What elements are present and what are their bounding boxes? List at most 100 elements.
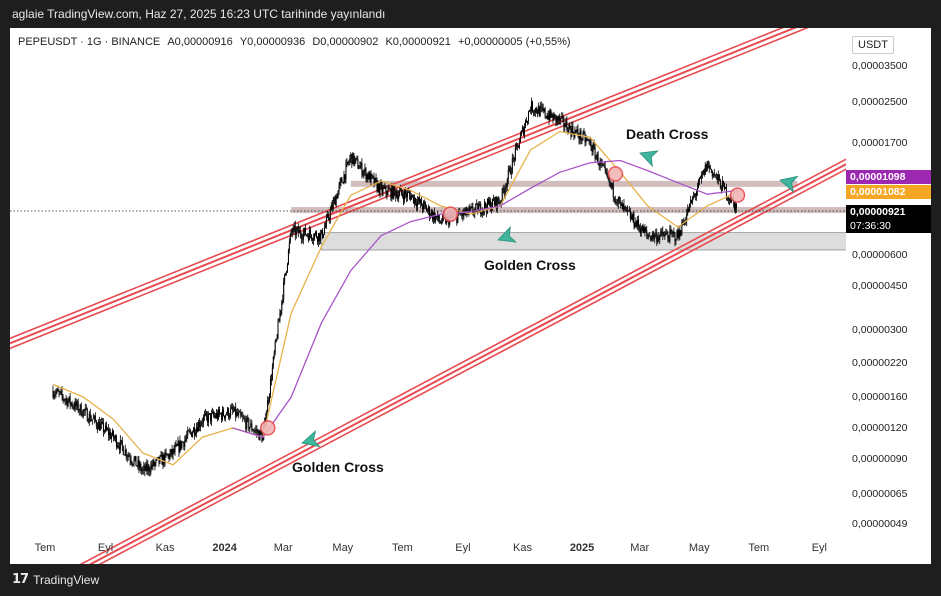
candle-body bbox=[638, 226, 640, 229]
candle-body bbox=[165, 452, 167, 454]
candle-body bbox=[599, 160, 601, 166]
golden-cross-1-marker[interactable] bbox=[260, 420, 276, 436]
candle-body bbox=[545, 116, 547, 118]
candle-body bbox=[204, 412, 206, 415]
candle-body bbox=[229, 416, 231, 418]
legend-close: K0,00000921 bbox=[385, 36, 451, 48]
golden-cross-2-arrow[interactable] bbox=[495, 225, 517, 248]
candle-body bbox=[288, 242, 290, 250]
upper-channel-line-2[interactable] bbox=[10, 28, 846, 351]
candle-body bbox=[659, 235, 661, 240]
candle-body bbox=[213, 415, 215, 417]
candle-body bbox=[252, 430, 254, 432]
candle-body bbox=[262, 435, 264, 442]
candle-body bbox=[697, 180, 699, 189]
current-cross-marker[interactable] bbox=[729, 187, 746, 203]
time-label: May bbox=[689, 542, 710, 554]
candle-body bbox=[527, 111, 529, 121]
candle-body bbox=[594, 147, 596, 160]
candle-body bbox=[350, 154, 352, 159]
candle-body bbox=[96, 426, 98, 430]
upper-channel-line-1[interactable] bbox=[10, 28, 846, 346]
tradingview-brand[interactable]: 17 TradingView bbox=[12, 572, 99, 587]
unit-selector[interactable]: USDT bbox=[852, 36, 894, 54]
candle-body bbox=[410, 195, 412, 200]
candle-body bbox=[331, 204, 333, 209]
time-label: 2024 bbox=[212, 542, 237, 554]
upper-channel-line-3[interactable] bbox=[10, 28, 846, 356]
candle-body bbox=[191, 432, 193, 437]
candle-body bbox=[609, 182, 611, 184]
candle-body bbox=[84, 408, 86, 412]
candle-body bbox=[257, 431, 259, 433]
candle-body bbox=[492, 198, 494, 201]
golden-cross-2-marker[interactable] bbox=[442, 206, 459, 222]
candle-body bbox=[564, 126, 566, 128]
death-cross-marker[interactable] bbox=[607, 166, 624, 182]
candle-body bbox=[145, 463, 147, 471]
price-axis[interactable]: USDT 0,00003500 0,00002500 0,00001700 0,000… bbox=[846, 28, 931, 564]
candle-body bbox=[347, 161, 349, 164]
candle-body bbox=[309, 230, 311, 235]
lower-channel-line-1[interactable] bbox=[10, 149, 846, 564]
candle-body bbox=[705, 164, 707, 172]
chart-panel[interactable]: Golden Cross Golden Cross Death Cross Tem E… bbox=[10, 28, 846, 564]
candle-body bbox=[80, 404, 82, 416]
candle-body bbox=[161, 454, 163, 465]
legend-change: +0,00000005 (+0,55%) bbox=[457, 36, 571, 48]
ma-line-1 bbox=[52, 130, 738, 466]
candle-body bbox=[201, 422, 203, 424]
lower-channel-line-2[interactable] bbox=[10, 154, 846, 564]
candle-body bbox=[595, 156, 597, 160]
candle-body bbox=[292, 227, 294, 233]
candle-body bbox=[141, 470, 143, 472]
candle-body bbox=[196, 427, 198, 432]
candle-body bbox=[575, 130, 577, 132]
candle-body bbox=[533, 111, 535, 113]
candle-body bbox=[403, 195, 405, 201]
candle-countdown: 07:36:30 bbox=[846, 219, 931, 233]
candle-body bbox=[396, 194, 398, 198]
candle-body bbox=[633, 213, 635, 227]
candle-body bbox=[251, 423, 253, 431]
candle-body bbox=[688, 208, 690, 212]
candle-body bbox=[639, 228, 641, 234]
legend-high: Y0,00000936 bbox=[239, 36, 306, 48]
candle-body bbox=[227, 408, 229, 415]
legend-open: A0,00000916 bbox=[167, 36, 233, 48]
candle-body bbox=[90, 419, 92, 421]
candle-body bbox=[144, 465, 146, 471]
candle-body bbox=[284, 275, 286, 282]
death-cross-arrow[interactable] bbox=[637, 145, 659, 168]
candle-body bbox=[569, 124, 571, 129]
candle-body bbox=[272, 356, 274, 368]
current-arrow[interactable] bbox=[778, 172, 799, 193]
candle-body bbox=[578, 135, 580, 140]
candle-body bbox=[89, 413, 91, 421]
candle-body bbox=[356, 158, 358, 159]
candle-body bbox=[98, 421, 100, 431]
candle-body bbox=[708, 165, 710, 168]
candle-body bbox=[702, 169, 704, 175]
candle-body bbox=[377, 183, 379, 191]
candle-body bbox=[175, 444, 177, 447]
candle-body bbox=[181, 442, 183, 448]
candle-body bbox=[160, 454, 162, 456]
candle-body bbox=[510, 172, 512, 175]
golden-cross-1-arrow[interactable] bbox=[300, 430, 321, 451]
candle-body bbox=[59, 391, 61, 393]
candle-body bbox=[321, 230, 323, 238]
candle-body bbox=[501, 188, 503, 202]
lower-channel-line-3[interactable] bbox=[10, 159, 846, 564]
candle-body bbox=[207, 413, 209, 423]
price-chart[interactable]: Golden Cross Golden Cross Death Cross Tem E… bbox=[10, 28, 846, 564]
candle-body bbox=[733, 202, 735, 211]
candle-body bbox=[299, 230, 301, 236]
candle-body bbox=[596, 154, 598, 157]
candle-body bbox=[710, 169, 712, 171]
candle-body bbox=[658, 236, 660, 240]
candle-body bbox=[565, 121, 567, 127]
candle-body bbox=[370, 173, 372, 183]
candle-body bbox=[525, 120, 527, 123]
candle-body bbox=[276, 338, 278, 340]
